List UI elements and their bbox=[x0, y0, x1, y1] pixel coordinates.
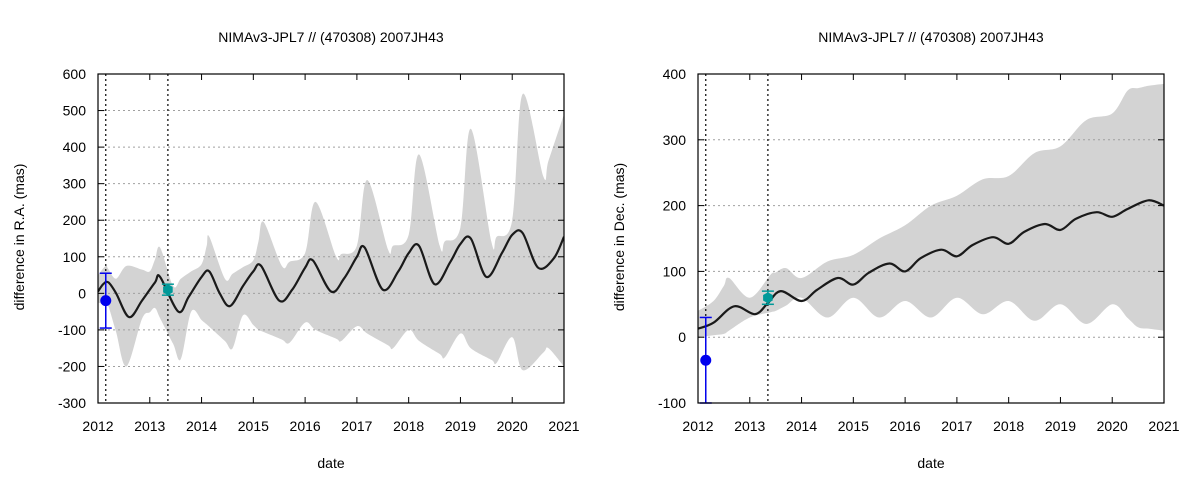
y-tick-label: 0 bbox=[78, 285, 86, 301]
x-axis-label: date bbox=[917, 455, 944, 471]
y-tick-label: 400 bbox=[63, 139, 87, 155]
difference-curve bbox=[98, 229, 564, 319]
ra-difference-chart: NIMAv3-JPL7 // (470308) 2007JH43 date di… bbox=[11, 29, 580, 471]
difference-curve bbox=[698, 199, 1164, 330]
y-tick-label: -100 bbox=[658, 395, 686, 411]
observation-point bbox=[700, 354, 712, 366]
y-tick-label: 300 bbox=[63, 176, 87, 192]
x-tick-label: 2019 bbox=[445, 418, 476, 434]
chart-title: NIMAv3-JPL7 // (470308) 2007JH43 bbox=[818, 29, 1044, 45]
x-axis-label: date bbox=[317, 455, 344, 471]
x-tick-label: 2014 bbox=[186, 418, 217, 434]
plot-frame bbox=[697, 73, 1165, 404]
x-tick-label: 2016 bbox=[290, 418, 321, 434]
x-tick-label: 2012 bbox=[682, 418, 713, 434]
y-tick-label: 400 bbox=[663, 66, 687, 82]
y-tick-label: 0 bbox=[678, 329, 686, 345]
y-axis-label: difference in Dec. (mas) bbox=[611, 163, 627, 311]
x-tick-label: 2016 bbox=[890, 418, 921, 434]
y-tick-label: -100 bbox=[58, 322, 86, 338]
plot-area: -300 -200 -100 0 100 200 300 400 500 600 2012 2013 2… bbox=[58, 66, 580, 434]
observation-point bbox=[763, 292, 773, 304]
y-tick-label: 200 bbox=[63, 212, 87, 228]
y-tick-label: 500 bbox=[63, 103, 87, 119]
x-tick-label: 2020 bbox=[497, 418, 528, 434]
x-tick-label: 2021 bbox=[1148, 418, 1179, 434]
x-tick-label: 2017 bbox=[941, 418, 972, 434]
chart-title: NIMAv3-JPL7 // (470308) 2007JH43 bbox=[218, 29, 444, 45]
dec-difference-chart: NIMAv3-JPL7 // (470308) 2007JH43 date di… bbox=[611, 29, 1180, 471]
x-tick-label: 2020 bbox=[1097, 418, 1128, 434]
x-tick-label: 2014 bbox=[786, 418, 817, 434]
observation-point bbox=[163, 284, 173, 296]
y-tick-label: -200 bbox=[58, 358, 86, 374]
x-tick-label: 2018 bbox=[993, 418, 1024, 434]
x-tick-label: 2015 bbox=[838, 418, 869, 434]
x-tick-label: 2015 bbox=[238, 418, 269, 434]
uncertainty-band bbox=[98, 93, 564, 371]
x-tick-label: 2021 bbox=[548, 418, 579, 434]
x-tick-label: 2018 bbox=[393, 418, 424, 434]
y-tick-label: 200 bbox=[663, 198, 687, 214]
x-tick-label: 2019 bbox=[1045, 418, 1076, 434]
y-tick-label: 100 bbox=[663, 263, 687, 279]
y-tick-label: -300 bbox=[58, 395, 86, 411]
y-tick-label: 600 bbox=[63, 66, 87, 82]
plot-frame bbox=[97, 73, 565, 404]
y-tick-label: 100 bbox=[63, 249, 87, 265]
x-tick-label: 2013 bbox=[134, 418, 165, 434]
y-axis-label: difference in R.A. (mas) bbox=[11, 164, 27, 311]
x-tick-label: 2012 bbox=[82, 418, 113, 434]
uncertainty-band bbox=[698, 83, 1164, 338]
plot-area: -100 0 100 200 300 400 2012 2013 2014 2015 2016 201… bbox=[658, 66, 1180, 434]
y-tick-label: 300 bbox=[663, 132, 687, 148]
x-tick-label: 2017 bbox=[341, 418, 372, 434]
x-tick-label: 2013 bbox=[734, 418, 765, 434]
observation-point bbox=[100, 295, 112, 307]
